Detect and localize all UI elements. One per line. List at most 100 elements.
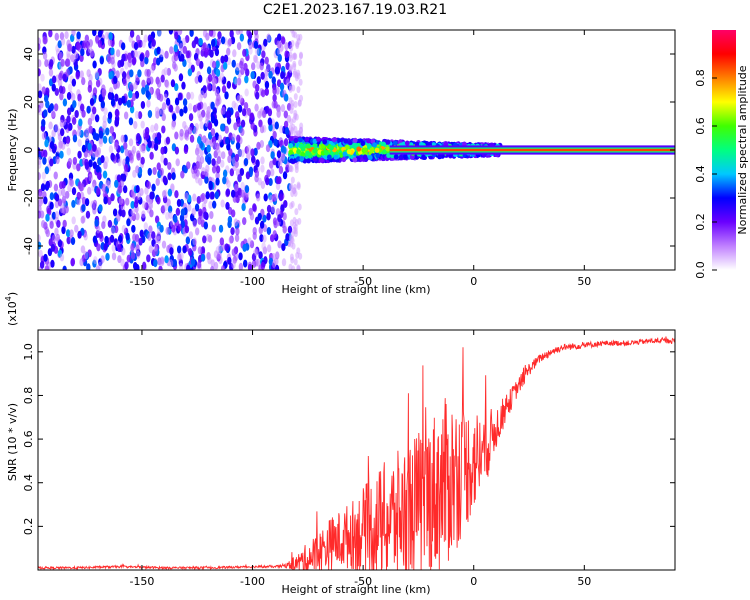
noise-mark — [212, 141, 217, 150]
noise-mark — [71, 78, 77, 87]
noise-mark — [210, 259, 215, 268]
noise-mark — [168, 30, 174, 35]
colorbar-tick-label: 0.2 — [694, 213, 707, 231]
signal-mark — [306, 158, 312, 164]
noise-mark — [159, 49, 165, 58]
noise-mark — [208, 180, 213, 189]
noise-mark — [165, 136, 171, 145]
noise-mark — [43, 149, 48, 158]
noise-mark — [131, 212, 136, 221]
noise-mark — [128, 117, 134, 126]
noise-mark — [296, 86, 301, 94]
noise-mark — [290, 176, 295, 184]
noise-mark — [104, 235, 109, 244]
noise-mark — [137, 111, 143, 120]
noise-mark — [86, 48, 91, 57]
noise-mark — [102, 114, 107, 123]
noise-mark — [50, 109, 56, 118]
noise-mark — [85, 40, 90, 49]
noise-mark — [85, 127, 90, 136]
noise-mark — [272, 217, 278, 226]
noise-mark — [183, 131, 189, 140]
noise-mark — [76, 128, 82, 137]
noise-mark — [222, 176, 227, 185]
noise-mark — [71, 54, 76, 63]
noise-mark — [277, 240, 282, 249]
signal-mark — [341, 156, 347, 163]
noise-mark — [110, 226, 116, 235]
noise-mark — [39, 100, 44, 109]
noise-mark — [197, 246, 203, 255]
signal-mark — [344, 144, 350, 151]
steady-line-core — [389, 148, 675, 152]
noise-mark — [159, 224, 164, 233]
noise-mark — [170, 79, 176, 88]
noise-mark — [84, 198, 90, 207]
noise-mark — [203, 211, 208, 220]
noise-mark — [68, 122, 73, 131]
noise-mark — [255, 91, 260, 100]
noise-mark — [66, 115, 71, 124]
signal-mark — [381, 142, 387, 148]
noise-mark — [84, 34, 90, 43]
noise-mark — [98, 136, 103, 145]
noise-mark — [80, 103, 85, 112]
noise-mark — [149, 86, 154, 95]
noise-mark — [146, 99, 151, 108]
signal-mark — [288, 143, 294, 149]
noise-mark — [220, 55, 225, 64]
noise-mark — [53, 103, 59, 112]
noise-mark — [60, 37, 66, 46]
noise-mark — [70, 54, 75, 63]
noise-mark — [87, 45, 93, 54]
noise-mark — [269, 161, 274, 170]
noise-mark — [99, 56, 104, 65]
noise-mark — [147, 110, 153, 119]
noise-mark — [102, 170, 108, 179]
noise-mark — [215, 177, 220, 186]
noise-mark — [125, 74, 131, 83]
noise-mark — [296, 72, 301, 80]
noise-mark — [254, 248, 259, 257]
noise-mark — [126, 218, 131, 227]
noise-mark — [57, 239, 63, 248]
noise-mark — [297, 203, 302, 211]
noise-mark — [114, 93, 119, 102]
noise-mark — [202, 235, 207, 244]
noise-mark — [130, 208, 135, 217]
noise-mark — [271, 260, 277, 269]
noise-mark — [61, 205, 67, 214]
noise-mark — [117, 158, 122, 167]
noise-mark — [87, 117, 93, 126]
noise-mark — [176, 198, 182, 207]
noise-mark — [195, 58, 201, 67]
noise-mark — [226, 180, 231, 189]
noise-mark — [88, 159, 93, 168]
noise-mark — [242, 217, 247, 226]
noise-mark — [211, 158, 216, 167]
noise-mark — [141, 261, 147, 270]
noise-mark — [95, 164, 101, 173]
signal-mark — [363, 147, 368, 153]
noise-mark — [266, 244, 272, 253]
noise-mark — [152, 167, 157, 176]
noise-mark — [190, 257, 196, 266]
noise-mark — [207, 121, 213, 130]
noise-mark — [131, 190, 136, 199]
noise-mark — [113, 75, 118, 84]
noise-mark — [54, 123, 59, 132]
noise-mark — [48, 30, 53, 38]
noise-mark — [254, 174, 259, 183]
noise-mark — [86, 263, 91, 270]
noise-mark — [174, 31, 179, 40]
noise-mark — [229, 30, 234, 38]
noise-mark — [232, 163, 237, 172]
spectrogram-panel: -150 -100 -50 0 50 -40 -20 0 20 40 Height of str… — [6, 29, 676, 296]
noise-mark — [215, 60, 220, 69]
noise-mark — [246, 144, 251, 153]
noise-mark — [151, 231, 156, 240]
noise-mark — [92, 179, 97, 188]
noise-mark — [294, 208, 299, 216]
noise-mark — [243, 157, 249, 166]
noise-mark — [194, 75, 199, 84]
